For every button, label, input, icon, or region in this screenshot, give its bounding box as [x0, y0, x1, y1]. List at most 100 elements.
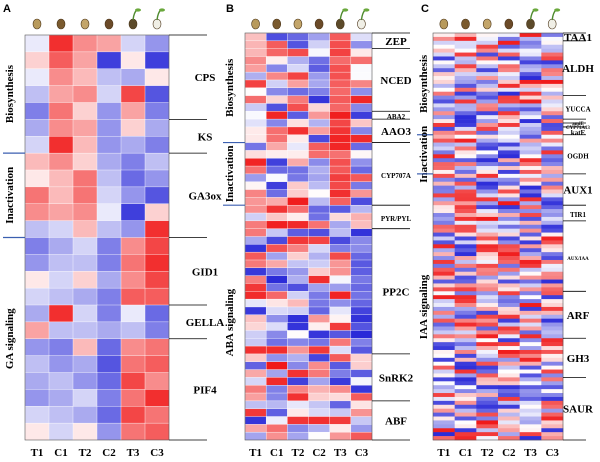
heatmap-cell [287, 431, 309, 441]
heatmap-cell [476, 158, 499, 163]
heatmap-cell [476, 169, 499, 175]
heatmap-cell [519, 287, 542, 292]
heatmap-cell [96, 389, 122, 407]
heatmap-cell [476, 318, 499, 323]
heatmap-cell [541, 232, 564, 237]
heatmap-cell [244, 111, 267, 120]
heatmap-cell [244, 165, 267, 175]
heatmap-cell [476, 150, 499, 155]
heatmap-cell [454, 396, 477, 402]
column-label: T2 [291, 447, 304, 459]
heatmap-cell [476, 134, 499, 139]
heatmap-cell [433, 56, 455, 61]
heatmap-cell [350, 330, 373, 339]
heatmap-cell [476, 240, 499, 245]
heatmap-cell [350, 48, 373, 57]
heatmap-cell [454, 408, 477, 413]
heatmap-cell [120, 220, 146, 239]
heatmap-cell [498, 365, 520, 370]
heatmap-cell [244, 56, 267, 65]
heatmap-cell [308, 56, 331, 65]
heatmap-cell [454, 252, 477, 257]
heatmap-cell [476, 322, 499, 327]
gene-label: TAA1 [564, 32, 592, 44]
heatmap-cell [519, 36, 542, 42]
heatmap-cell [498, 275, 520, 280]
heatmap-cell [433, 295, 455, 300]
heatmap-cell [519, 68, 542, 73]
heatmap-cell [498, 146, 520, 151]
heatmap-cell [72, 287, 98, 306]
heatmap-cell [72, 271, 98, 289]
heatmap-cell [433, 365, 455, 370]
heatmap-cell [519, 306, 542, 312]
heatmap-cell [476, 123, 499, 128]
heatmap-cell [433, 283, 455, 288]
heatmap-cell [265, 251, 288, 261]
heatmap-cell [519, 385, 542, 390]
category-labels-a: Biosynthesis Inactivation GA signaling [3, 64, 25, 369]
seedling-icon [526, 18, 535, 30]
heatmap-cell [265, 150, 288, 159]
heatmap-cell [498, 432, 520, 437]
heatmap-cell [476, 408, 499, 413]
heatmap-cell [541, 138, 564, 143]
heatmap-cell [541, 111, 564, 116]
heatmap-cell [454, 412, 477, 417]
heatmap-cell [350, 212, 373, 222]
heatmap-cell [265, 244, 288, 253]
heatmap-cell [265, 314, 288, 324]
heatmap-cell [144, 85, 170, 104]
sprout-icon [156, 9, 162, 21]
heatmap-cell [476, 83, 499, 89]
heatmap-cell [24, 304, 50, 323]
heatmap-cell [329, 361, 352, 371]
heatmap-cell [308, 197, 331, 206]
heatmap-cell [24, 136, 50, 154]
heatmap-cell [48, 389, 74, 407]
heatmap-cell [454, 236, 477, 241]
heatmap-cell [48, 136, 74, 154]
heatmap-cell [541, 123, 564, 128]
heatmap-cell [519, 252, 542, 257]
heatmap-cell [265, 32, 288, 42]
heatmap-cell [498, 134, 520, 139]
heatmap-cell [350, 431, 373, 441]
heatmap-cell [265, 56, 288, 65]
heatmap-cell [541, 416, 564, 421]
heatmap-cell [476, 72, 499, 77]
heatmap-cell [476, 342, 499, 347]
heatmap-cell [433, 381, 455, 386]
heatmap-cell [519, 52, 542, 57]
heatmap-cell [541, 33, 564, 38]
heatmap-cell [454, 342, 477, 347]
heatmap-cell [350, 197, 373, 206]
heatmap-cell [498, 295, 520, 300]
heatmap-cell [476, 87, 499, 92]
heatmap-cell [120, 321, 146, 340]
heatmap-cell [433, 224, 455, 229]
heatmap-cell [541, 146, 564, 151]
heatmap-cell [433, 150, 455, 155]
heatmap-cell [498, 310, 520, 316]
heatmap-cell [498, 52, 520, 57]
heatmap-cell [476, 404, 499, 409]
heatmap-cell [265, 79, 288, 89]
heatmap-cell [329, 259, 352, 269]
heatmap-cell [498, 306, 520, 312]
heatmap-cell [519, 303, 542, 308]
heatmap-cell [541, 115, 564, 120]
heatmap-cell [287, 220, 309, 230]
heatmap-cell [287, 228, 309, 237]
sprout-icon [339, 9, 345, 21]
heatmap-cell [308, 361, 331, 371]
heatmap-cell [541, 428, 564, 433]
heatmap-cell [329, 64, 352, 73]
heatmap-cell [144, 220, 170, 239]
heatmap-cell [433, 287, 455, 292]
heatmap-cell [454, 381, 477, 386]
heatmap-cell [244, 416, 267, 425]
heatmap-cell [541, 193, 564, 198]
heatmap-cell [519, 424, 542, 429]
